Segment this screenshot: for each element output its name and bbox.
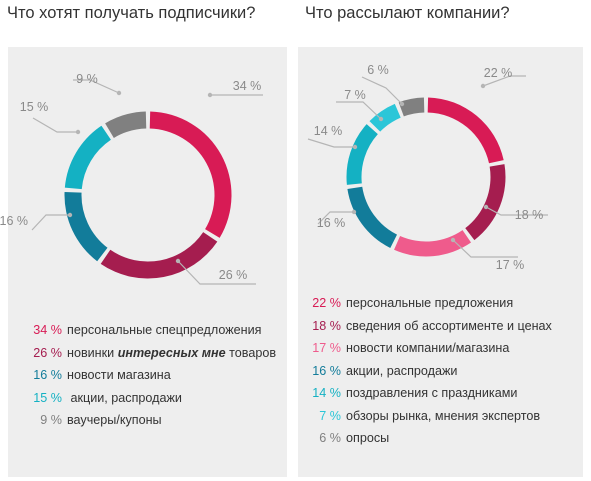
leader-line <box>317 211 354 225</box>
legend-label: новинки интересных мне товаров <box>67 346 276 360</box>
data-label: 18 % <box>515 208 544 222</box>
companies-legend: 22 % персональные предложения 18 % сведени… <box>311 292 552 450</box>
leader-dot <box>116 90 122 96</box>
legend-label: опросы <box>346 431 390 445</box>
donut-segment-5 <box>346 124 378 185</box>
legend-item-holiday-greetings: 14 % поздравления с праздниками <box>311 382 552 405</box>
leader-dot <box>480 83 486 89</box>
legend-percent: 15 % <box>33 390 62 405</box>
donut-segment-3 <box>394 230 472 257</box>
legend-percent: 34 % <box>33 323 62 337</box>
data-label: 16 % <box>317 216 346 230</box>
donut-segment-4 <box>347 186 398 249</box>
leader-dot <box>378 116 384 122</box>
data-label: 22 % <box>484 66 513 80</box>
donut-segment-1 <box>427 97 504 164</box>
leader-dot <box>483 204 489 210</box>
legend-label: обзоры рынка, мнения экспертов <box>346 408 541 423</box>
legend-percent: 26 % <box>33 345 62 360</box>
legend-percent: 16 % <box>33 368 62 382</box>
legend-item-personal-offers: 22 % персональные предложения <box>311 292 552 315</box>
legend-label: ваучеры/купоны <box>67 413 162 427</box>
donut-segment-4 <box>64 125 111 190</box>
subscribers-chart-title: Что хотят получать подписчики? <box>7 4 256 22</box>
leader-line <box>361 76 403 105</box>
subscribers-legend: 34 % персональные спецпредложения 26 % нов… <box>30 319 276 432</box>
legend-label: персональные предложения <box>346 296 514 310</box>
data-label: 26 % <box>219 268 248 282</box>
data-label: 7 % <box>344 88 366 102</box>
legend-label-start: новинки <box>67 345 118 360</box>
leader-dot <box>352 144 358 150</box>
leader-dot <box>207 92 213 98</box>
leader-dot <box>450 237 456 243</box>
legend-item-sales: 15 % акции, распродажи <box>30 387 276 410</box>
legend-percent: 14 % <box>312 386 341 400</box>
leader-line <box>31 214 70 231</box>
data-label: 17 % <box>496 258 525 272</box>
legend-item-sales: 16 % акции, распродажи <box>311 360 552 383</box>
leader-dot <box>175 258 181 264</box>
legend-label: новости магазина <box>67 368 171 382</box>
leader-line <box>307 138 355 148</box>
legend-percent: 9 % <box>40 413 62 427</box>
legend-item-vouchers: 9 % ваучеры/купоны <box>30 409 276 432</box>
donut-segment-6 <box>369 103 401 132</box>
leader-line <box>482 75 526 87</box>
donut-segment-7 <box>398 97 425 117</box>
companies-donut: 22 % 18 % 17 % 16 % 14 % 7 %6 % <box>307 63 548 272</box>
legend-label: новости компании/магазина <box>346 341 510 355</box>
subscribers-donut: 34 % 26 % 16 % 15 % 9 % <box>0 72 263 285</box>
donut-segment-2 <box>465 164 506 241</box>
leader-dot <box>399 101 405 107</box>
donut-segment-5 <box>105 111 147 138</box>
companies-chart-title: Что рассылают компании? <box>305 4 510 22</box>
legend-label: акции, распродажи <box>346 363 458 378</box>
data-label: 9 % <box>76 72 98 86</box>
subscribers-panel: 34 % 26 % 16 % 15 % 9 % 34 % персональные спе… <box>0 47 287 477</box>
legend-item-assortment-prices: 18 % сведения об ассортименте и ценах <box>311 315 552 338</box>
legend-label: сведения об ассортименте и ценах <box>346 318 552 333</box>
legend-item-company-news: 17 % новости компании/магазина <box>311 337 552 360</box>
data-label: 14 % <box>314 124 343 138</box>
legend-percent: 16 % <box>312 363 341 378</box>
data-label: 16 % <box>0 214 28 228</box>
leader-line <box>73 79 120 94</box>
legend-item-personal-offers: 34 % персональные спецпредложения <box>30 319 276 342</box>
donut-segment-3 <box>64 191 108 262</box>
legend-item-new-products: 26 % новинки интересных мне товаров <box>30 342 276 365</box>
donut-segment-1 <box>149 111 232 238</box>
leader-line <box>177 260 256 285</box>
leader-line <box>485 206 548 216</box>
legend-item-store-news: 16 % новости магазина <box>30 364 276 387</box>
legend-label-end: товаров <box>225 345 277 360</box>
legend-percent: 7 % <box>319 408 341 423</box>
legend-percent: 17 % <box>312 341 341 355</box>
leader-line <box>336 101 382 120</box>
legend-percent: 18 % <box>312 318 341 333</box>
legend-label: акции, распродажи <box>67 390 182 405</box>
leader-dot <box>351 209 357 215</box>
data-label: 6 % <box>367 63 389 77</box>
donut-segment-2 <box>100 232 218 279</box>
legend-label-emphasis: интересных мне <box>117 345 226 360</box>
legend-item-market-reviews: 7 % обзоры рынка, мнения экспертов <box>311 405 552 428</box>
leader-line <box>452 239 518 258</box>
data-label: 34 % <box>233 79 262 93</box>
legend-percent: 6 % <box>319 431 341 445</box>
legend-label: поздравления с праздниками <box>346 386 518 400</box>
companies-panel: 22 % 18 % 17 % 16 % 14 % 7 % 6 % 22 % персональ… <box>298 47 583 477</box>
leader-line <box>32 117 78 133</box>
legend-item-surveys: 6 % опросы <box>311 427 552 450</box>
leader-dot <box>75 129 81 135</box>
legend-label: персональные спецпредложения <box>67 323 262 337</box>
data-label: 15 % <box>20 100 49 114</box>
leader-dot <box>67 212 73 218</box>
legend-percent: 22 % <box>312 296 341 310</box>
